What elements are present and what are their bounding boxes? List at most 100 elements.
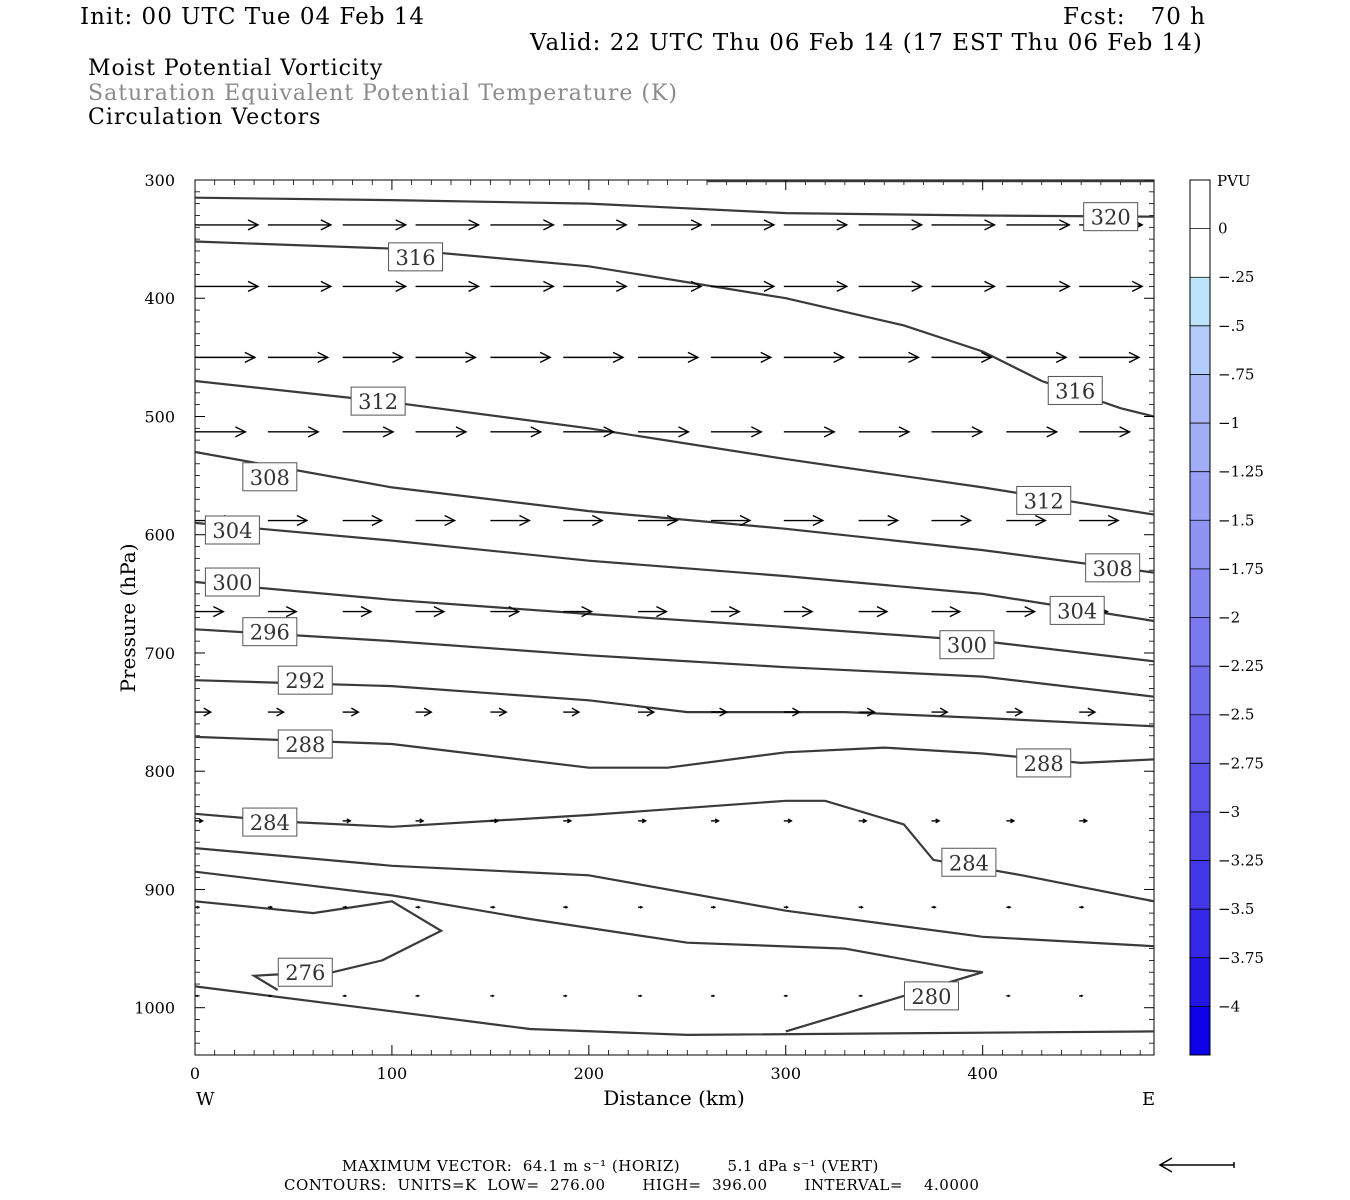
- vector-head: [1035, 514, 1047, 527]
- vector-arrow: [342, 818, 352, 824]
- contour-line-284: [195, 799, 1154, 903]
- x-tick-label: 200: [574, 1064, 605, 1083]
- vector-head: [423, 707, 433, 717]
- vector-arrow: [1079, 426, 1132, 438]
- max-vector-info: MAXIMUM VECTOR: 64.1 m s⁻¹ (HORIZ) 5.1 d…: [342, 1157, 879, 1175]
- contour-label-box: [1016, 748, 1072, 778]
- contour-line-300: [195, 580, 1154, 663]
- contour-label-box: [1085, 553, 1141, 583]
- y-tick-label: 600: [144, 526, 175, 545]
- vector-arrow: [638, 707, 656, 717]
- vector-head: [792, 707, 801, 717]
- vector-arrow: [267, 219, 333, 231]
- contour-label-288: 288: [277, 729, 333, 759]
- contour-label-288: 288: [1016, 748, 1072, 778]
- colorbar-label: −.5: [1218, 317, 1245, 335]
- contour-label-292: 292: [277, 665, 333, 695]
- vector-arrow: [710, 818, 720, 824]
- vector-head: [416, 994, 420, 998]
- colorbar-swatch: [1190, 374, 1210, 424]
- vector-head: [1087, 707, 1097, 717]
- vector-head: [247, 219, 260, 231]
- vector-head: [1080, 994, 1084, 998]
- colorbar-label: −2.75: [1218, 754, 1264, 772]
- vector-head: [344, 905, 348, 909]
- vector-head: [395, 219, 408, 231]
- colorbar-swatch: [1190, 423, 1210, 472]
- vector-arrow: [710, 994, 716, 998]
- vector-arrow: [490, 707, 508, 717]
- vector-arrow: [490, 818, 500, 824]
- vector-arrow: [1006, 280, 1071, 293]
- vector-arrow: [563, 818, 573, 824]
- vector-arrow: [783, 994, 789, 998]
- vector-head: [498, 707, 508, 717]
- vector-arrow: [563, 605, 594, 618]
- vector-head: [276, 707, 286, 717]
- reference-vector: [1158, 1157, 1235, 1173]
- colorbar-swatch: [1190, 471, 1210, 521]
- contour-label-316: 316: [388, 242, 444, 272]
- contour-labels: 320 316 316 312 312 308 308 304 304 300 300 296 292 2…: [204, 202, 1141, 1011]
- contour-label-box: [1047, 375, 1103, 405]
- y-tick-label: 800: [144, 762, 175, 781]
- vector-head: [591, 514, 604, 527]
- vector-head: [1080, 905, 1085, 909]
- vector-head: [244, 351, 257, 363]
- vector-head: [419, 818, 425, 824]
- vector-arrow: [1006, 351, 1068, 363]
- vector-arrow: [1079, 351, 1141, 363]
- contour-label-box: [1016, 485, 1072, 515]
- contour-label-312: 312: [350, 386, 406, 416]
- contour-line-280: [195, 870, 984, 1033]
- contour-line-276: [195, 985, 1154, 1037]
- colorbar-label: 0: [1218, 220, 1228, 238]
- vector-arrow: [783, 605, 814, 618]
- vector-arrow: [638, 818, 648, 824]
- vector-arrow: [195, 351, 257, 363]
- field-title-pv: Moist Potential Vorticity: [88, 56, 384, 81]
- contour-label-text: 300: [947, 634, 987, 658]
- vector-arrow: [710, 905, 717, 909]
- vector-arrow: [195, 280, 260, 293]
- vector-head: [433, 605, 446, 618]
- vector-head: [1058, 280, 1071, 293]
- vector-head: [687, 351, 700, 363]
- y-tick-label: 700: [144, 644, 175, 663]
- contour-label-box: [941, 847, 997, 877]
- vector-arrow: [858, 707, 876, 717]
- vector-arrow: [638, 280, 703, 293]
- vector-arrow: [858, 514, 900, 527]
- vector-head: [1055, 351, 1068, 363]
- contour-label-text: 312: [1024, 489, 1064, 513]
- vector-head: [760, 351, 773, 363]
- vector-head: [198, 818, 205, 824]
- vector-arrow: [783, 818, 793, 824]
- vector-arrow: [931, 514, 973, 527]
- vector-head: [203, 707, 213, 717]
- vector-head: [320, 219, 333, 231]
- contour-label-text: 284: [250, 811, 290, 835]
- vector-head: [823, 426, 836, 438]
- vector-arrow: [1079, 707, 1097, 717]
- colorbar-label: −2.25: [1218, 657, 1264, 675]
- colorbar-label: −3.5: [1218, 900, 1254, 918]
- vector-head: [639, 905, 644, 909]
- vector-arrow: [490, 994, 495, 998]
- vector-head: [981, 351, 993, 363]
- vector-arrow: [195, 426, 247, 438]
- vector-arrow: [858, 818, 868, 824]
- contour-label-text: 276: [285, 961, 325, 985]
- contour-label-276: 276: [277, 957, 333, 987]
- vector-head: [564, 994, 568, 998]
- vector-head: [567, 818, 573, 824]
- forecast-hour: Fcst: 70 h: [1063, 4, 1206, 30]
- x-axis-label: Distance (km): [603, 1086, 745, 1110]
- x-tick-label: 300: [770, 1064, 801, 1083]
- vector-arrow: [195, 905, 201, 909]
- vector-head: [1119, 426, 1132, 438]
- vector-head: [984, 280, 997, 293]
- vector-arrow: [267, 426, 320, 438]
- vector-head: [836, 280, 849, 293]
